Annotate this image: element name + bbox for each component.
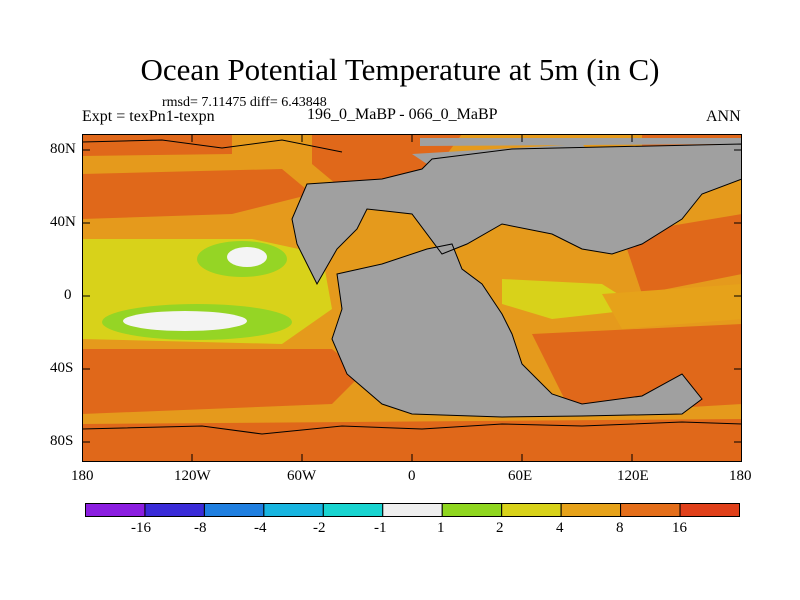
colorbar-label: 4 [556,520,564,536]
colorbar-boxes [85,503,740,517]
colorbar-box [620,503,681,517]
north-pacific-band [82,169,312,219]
colorbar-label: -16 [131,520,151,536]
xtick-label: 180 [729,468,752,484]
stats-line: rmsd= 7.11475 diff= 6.43848 [162,95,327,110]
coastline-antarctic [82,421,742,435]
arctic-band-west [82,134,232,156]
colorbar-label: 1 [437,520,445,536]
indian-yellow-patch [502,279,642,319]
east-pacific-orange [602,284,742,329]
colorbar-box [144,503,205,517]
northern-landmass [292,144,742,284]
colorbar-box [322,503,384,517]
colorbar-box [263,503,324,517]
arctic-landmass [412,144,602,174]
colorbar-box [501,503,562,517]
colorbar-box [85,503,146,517]
tick-marks [82,134,742,462]
southern-ocean-band [82,419,742,462]
colorbar [85,503,740,517]
colorbar-label: 8 [616,520,624,536]
xtick-label: 120W [174,468,211,484]
xtick-label: 60E [508,468,533,484]
colorbar-box [203,503,265,517]
white-anomaly-north [227,247,267,267]
coastline-north [291,143,742,286]
white-anomaly-west [123,311,247,331]
colorbar-box [679,503,740,517]
case-label: 196_0_MaBP - 066_0_MaBP [307,106,498,123]
colorbar-box [560,503,622,517]
south-pacific-band [82,349,362,414]
temperature-map [82,134,742,462]
colorbar-label: -4 [254,520,267,536]
period-label: ANN [706,108,741,125]
ytick-label: 80S [50,433,74,449]
polar-landmass [420,138,742,146]
colorbar-label: -2 [313,520,326,536]
xtick-label: 0 [408,468,416,484]
xtick-label: 60W [287,468,317,484]
colorbar-label: -8 [194,520,207,536]
colorbar-label: 16 [672,520,687,536]
colorbar-box [382,503,443,517]
xtick-label: 180 [71,468,94,484]
colorbar-label: 2 [496,520,504,536]
xtick-label: 120E [617,468,649,484]
experiment-label: Expt = texPn1-texpn [82,108,215,125]
coastline-arctic [82,139,343,153]
colorbar-label: -1 [374,520,387,536]
map-field [82,134,742,462]
coastline-south [331,243,703,418]
ytick-label: 40N [50,214,76,230]
colorbar-box [441,503,503,517]
ytick-label: 40S [50,360,74,376]
ytick-label: 80N [50,141,76,157]
plot-title: Ocean Potential Temperature at 5m (in C) [140,52,660,87]
southern-landmass [332,244,702,417]
ytick-label: 0 [64,287,72,303]
